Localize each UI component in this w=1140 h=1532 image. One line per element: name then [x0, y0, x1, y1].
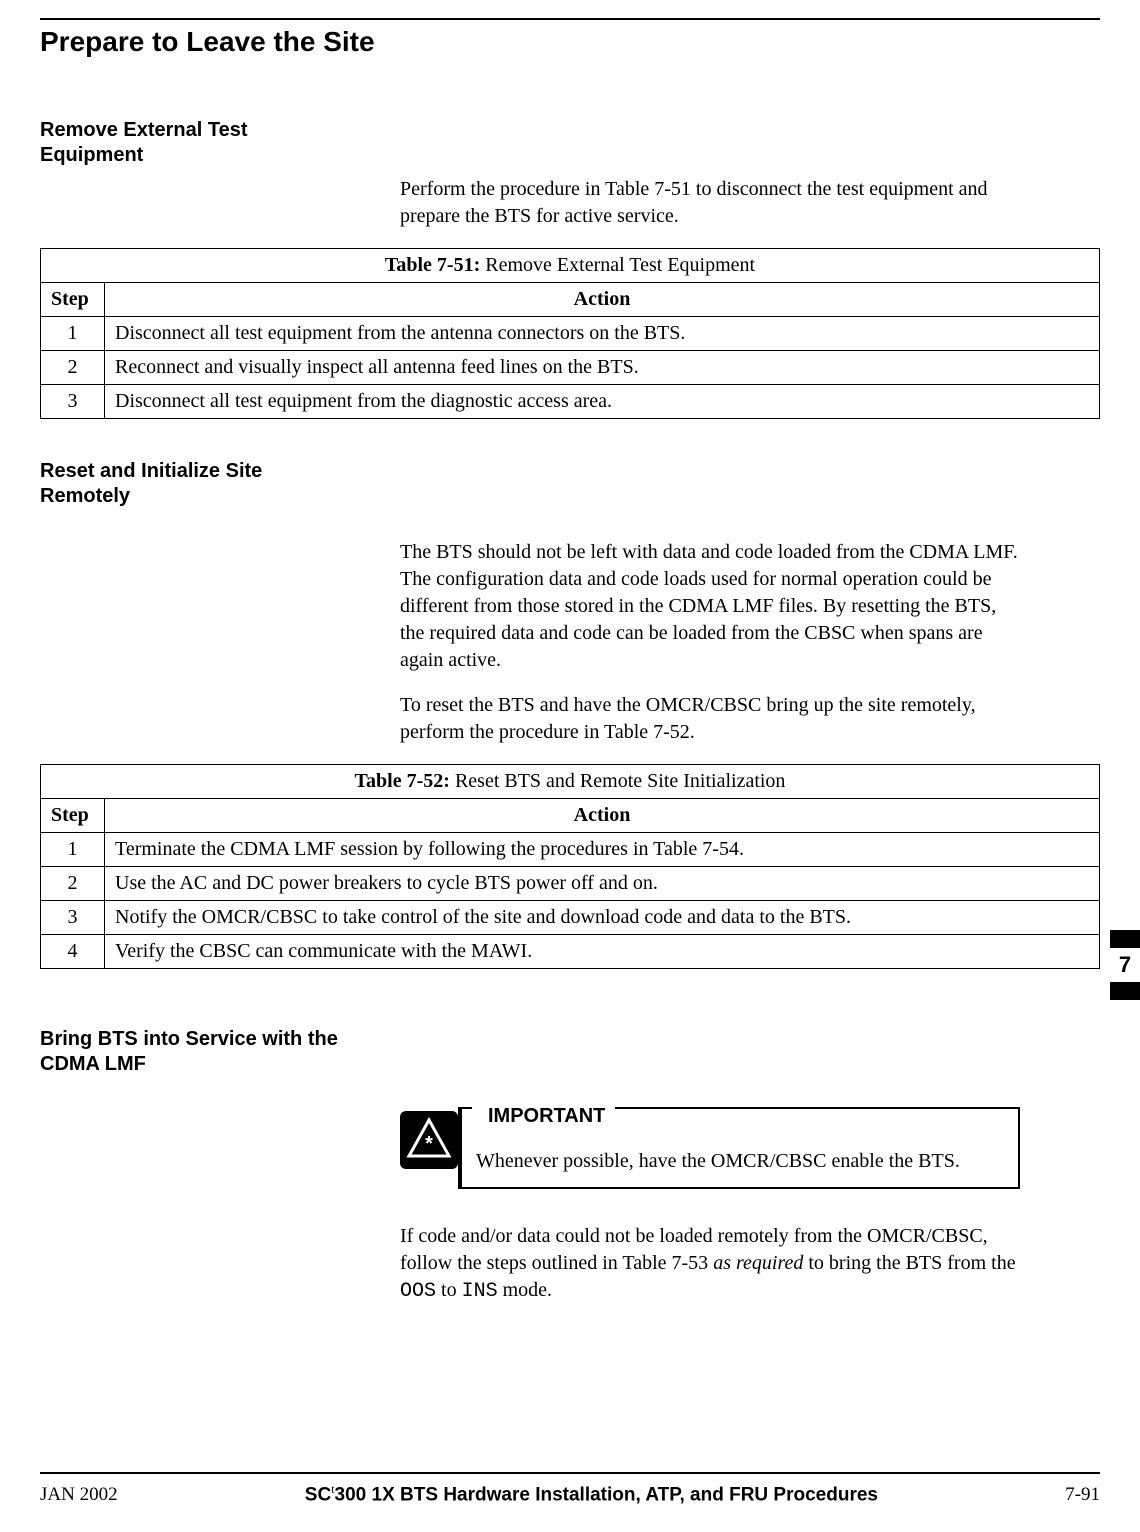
section1-heading-l2: Equipment — [40, 144, 143, 166]
table-row: 3 Notify the OMCR/CBSC to take control o… — [41, 901, 1100, 935]
section2-heading-l2: Remotely — [40, 485, 130, 507]
table-7-51: Table 7-51: Remove External Test Equipme… — [40, 248, 1100, 419]
section1-intro: Perform the procedure in Table 7-51 to d… — [400, 176, 1020, 230]
s3-mono2: INS — [462, 1280, 498, 1303]
tab-bar-bottom — [1110, 982, 1140, 1000]
s3-mid2: to — [436, 1279, 462, 1301]
s3-mid: to bring the BTS from the — [803, 1252, 1015, 1274]
table2-caption-row: Table 7-52: Reset BTS and Remote Site In… — [41, 765, 1100, 799]
footer-page-number: 7-91 — [1065, 1484, 1100, 1506]
table2-r4-n: 4 — [41, 935, 105, 969]
table1-header-row: Step Action — [41, 283, 1100, 317]
table1-r3-a: Disconnect all test equipment from the d… — [105, 385, 1100, 419]
important-icon-wrap: * — [400, 1107, 458, 1189]
table2-r1-n: 1 — [41, 833, 105, 867]
svg-text:*: * — [425, 1133, 433, 1155]
top-rule — [40, 18, 1100, 20]
table2-col-action: Action — [105, 799, 1100, 833]
table2-caption-rest: Reset BTS and Remote Site Initialization — [450, 770, 786, 792]
table1-col-step: Step — [41, 283, 105, 317]
s3-ital: as required — [713, 1252, 803, 1274]
table1-caption-bold: Table 7-51: — [385, 254, 480, 276]
table-row: 1 Disconnect all test equipment from the… — [41, 317, 1100, 351]
section3-para: If code and/or data could not be loaded … — [400, 1223, 1020, 1305]
important-callout: * IMPORTANT Whenever possible, have the … — [400, 1107, 1020, 1189]
important-text: Whenever possible, have the OMCR/CBSC en… — [476, 1148, 1004, 1175]
table2-r2-n: 2 — [41, 867, 105, 901]
section2-heading: Reset and Initialize Site Remotely — [40, 459, 340, 509]
section2-para1: The BTS should not be left with data and… — [400, 539, 1020, 674]
table1-caption: Table 7-51: Remove External Test Equipme… — [41, 249, 1100, 283]
section1-heading-l1: Remove External Test — [40, 119, 248, 141]
table2-caption: Table 7-52: Reset BTS and Remote Site In… — [41, 765, 1100, 799]
footer-title: SCt300 1X BTS Hardware Installation, ATP… — [118, 1482, 1066, 1506]
table1-r2-a: Reconnect and visually inspect all anten… — [105, 351, 1100, 385]
table-row: 2 Reconnect and visually inspect all ant… — [41, 351, 1100, 385]
table-row: 4 Verify the CBSC can communicate with t… — [41, 935, 1100, 969]
footer-center-post: 300 1X BTS Hardware Installation, ATP, a… — [335, 1484, 878, 1505]
table2-r3-a: Notify the OMCR/CBSC to take control of … — [105, 901, 1100, 935]
section2-heading-l1: Reset and Initialize Site — [40, 460, 262, 482]
table-row: 2 Use the AC and DC power breakers to cy… — [41, 867, 1100, 901]
table2-r2-a: Use the AC and DC power breakers to cycl… — [105, 867, 1100, 901]
page-title: Prepare to Leave the Site — [40, 26, 1100, 58]
table2-caption-bold: Table 7-52: — [355, 770, 450, 792]
s3-mono1: OOS — [400, 1280, 436, 1303]
table-row: 1 Terminate the CDMA LMF session by foll… — [41, 833, 1100, 867]
table1-r1-a: Disconnect all test equipment from the a… — [105, 317, 1100, 351]
footer-center-pre: SC — [305, 1484, 331, 1505]
tab-number: 7 — [1110, 948, 1140, 982]
table1-caption-rest: Remove External Test Equipment — [480, 254, 755, 276]
table1-r2-n: 2 — [41, 351, 105, 385]
table1-caption-row: Table 7-51: Remove External Test Equipme… — [41, 249, 1100, 283]
table2-header-row: Step Action — [41, 799, 1100, 833]
table2-r4-a: Verify the CBSC can communicate with the… — [105, 935, 1100, 969]
star-icon: * — [400, 1111, 458, 1169]
table2-r3-n: 3 — [41, 901, 105, 935]
table1-col-action: Action — [105, 283, 1100, 317]
section2-para2: To reset the BTS and have the OMCR/CBSC … — [400, 692, 1020, 746]
chapter-tab: 7 — [1110, 930, 1140, 1000]
table2-r1-a: Terminate the CDMA LMF session by follow… — [105, 833, 1100, 867]
important-label: IMPORTANT — [488, 1105, 615, 1128]
tab-bar-top — [1110, 930, 1140, 948]
footer-rule — [40, 1472, 1100, 1474]
section1-heading: Remove External Test Equipment — [40, 118, 340, 168]
table2-col-step: Step — [41, 799, 105, 833]
section3-heading-l2: CDMA LMF — [40, 1053, 146, 1075]
section3-heading: Bring BTS into Service with the CDMA LMF — [40, 1027, 380, 1077]
table-row: 3 Disconnect all test equipment from the… — [41, 385, 1100, 419]
table-7-52: Table 7-52: Reset BTS and Remote Site In… — [40, 764, 1100, 969]
section3-heading-l1: Bring BTS into Service with the — [40, 1028, 338, 1050]
table1-r1-n: 1 — [41, 317, 105, 351]
page-footer: JAN 2002 SCt300 1X BTS Hardware Installa… — [40, 1472, 1100, 1506]
s3-post: mode. — [498, 1279, 552, 1301]
table1-r3-n: 3 — [41, 385, 105, 419]
important-content: IMPORTANT Whenever possible, have the OM… — [458, 1107, 1020, 1189]
footer-date: JAN 2002 — [40, 1484, 118, 1506]
